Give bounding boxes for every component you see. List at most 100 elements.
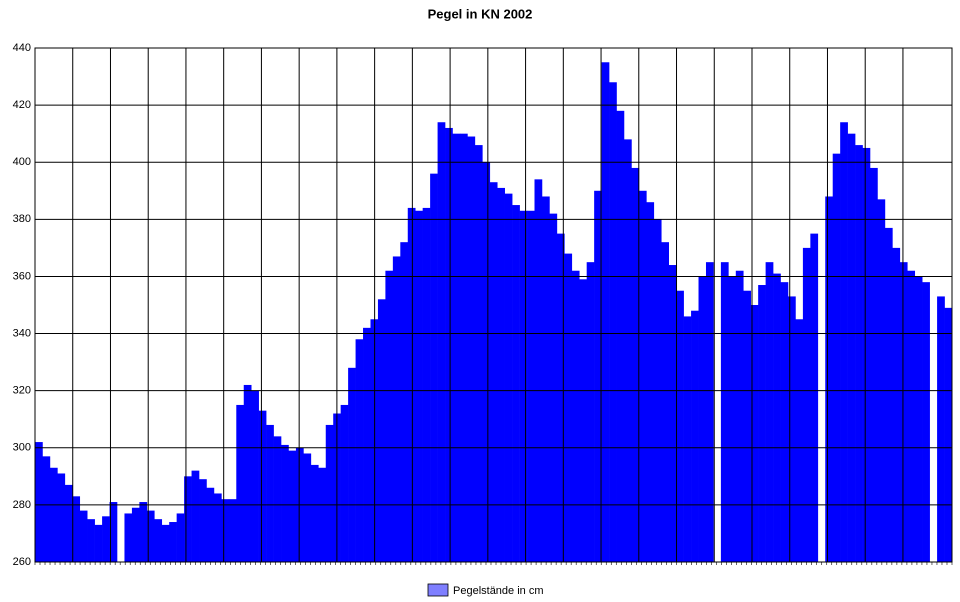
bar (191, 470, 200, 562)
bar (385, 270, 394, 562)
y-tick-label: 260 (13, 556, 31, 568)
bar (527, 210, 535, 562)
bar (35, 442, 43, 562)
bar (877, 199, 886, 562)
bar (303, 453, 312, 562)
bar (355, 339, 364, 562)
bar (922, 282, 930, 562)
bar (825, 196, 834, 562)
bar (318, 467, 327, 562)
bar (348, 367, 356, 562)
bar (474, 145, 483, 563)
bar (392, 256, 401, 562)
bar (266, 424, 274, 562)
bar (206, 487, 215, 562)
bar (609, 82, 617, 563)
bar (579, 279, 587, 562)
bar (899, 262, 908, 562)
bar (243, 384, 252, 562)
bar (467, 136, 476, 562)
y-tick-label: 280 (13, 499, 31, 511)
bar (944, 307, 953, 562)
bar (459, 133, 468, 562)
y-tick-label: 360 (13, 270, 31, 282)
y-tick-label: 420 (13, 99, 31, 111)
bar (571, 270, 580, 562)
bar (519, 210, 528, 562)
bar (802, 247, 811, 562)
bar (638, 190, 647, 562)
bar (847, 133, 856, 562)
bar (556, 233, 565, 562)
bar (482, 162, 491, 562)
bar (735, 270, 744, 562)
bar (57, 473, 66, 562)
bar (49, 467, 58, 562)
bar (169, 522, 177, 562)
bar (146, 510, 155, 562)
bar (64, 484, 73, 562)
bar (705, 262, 714, 562)
bar (325, 424, 334, 562)
bar (631, 167, 640, 562)
bar (937, 296, 945, 562)
bar (176, 513, 185, 562)
bar (310, 464, 319, 562)
bar (400, 242, 409, 562)
bar (601, 62, 610, 563)
bar (869, 167, 878, 562)
y-tick-label: 440 (13, 42, 31, 54)
bar (855, 145, 863, 563)
y-tick-label: 400 (13, 156, 31, 168)
bar (154, 519, 163, 562)
bar (184, 476, 192, 562)
bar (430, 173, 438, 562)
bar (549, 213, 558, 562)
bar (109, 502, 118, 562)
bar (124, 513, 133, 562)
bar (541, 196, 550, 562)
bar (698, 276, 707, 562)
bar (221, 499, 230, 562)
bar (228, 499, 237, 562)
bar (787, 296, 796, 562)
bar (258, 410, 267, 562)
bar (437, 122, 446, 562)
bar (892, 247, 901, 562)
bar (236, 404, 245, 562)
bar (102, 516, 110, 562)
bar (758, 285, 766, 562)
bar (407, 207, 416, 562)
bar (810, 233, 819, 562)
bar (377, 299, 386, 562)
bar (273, 436, 282, 562)
bar (534, 179, 543, 562)
bar (452, 133, 461, 562)
bar (646, 202, 655, 562)
bar (87, 519, 95, 562)
bar (914, 276, 923, 562)
y-tick-label: 380 (13, 213, 31, 225)
bar (288, 450, 297, 562)
bar (489, 182, 498, 562)
bar (795, 319, 804, 562)
bar (862, 147, 871, 562)
y-tick-label: 300 (13, 442, 31, 454)
bar (213, 493, 222, 562)
bar (445, 127, 453, 562)
bar (780, 282, 789, 562)
bar (907, 270, 916, 562)
bar (743, 290, 752, 562)
bar (683, 316, 692, 562)
bar (497, 187, 505, 562)
bar (340, 404, 349, 562)
plot-border (34, 47, 953, 563)
bar (586, 262, 595, 562)
bar (728, 276, 737, 562)
bar (251, 390, 259, 562)
bar (884, 227, 893, 562)
bar (512, 205, 520, 563)
bar (72, 496, 81, 562)
bar (594, 190, 602, 562)
